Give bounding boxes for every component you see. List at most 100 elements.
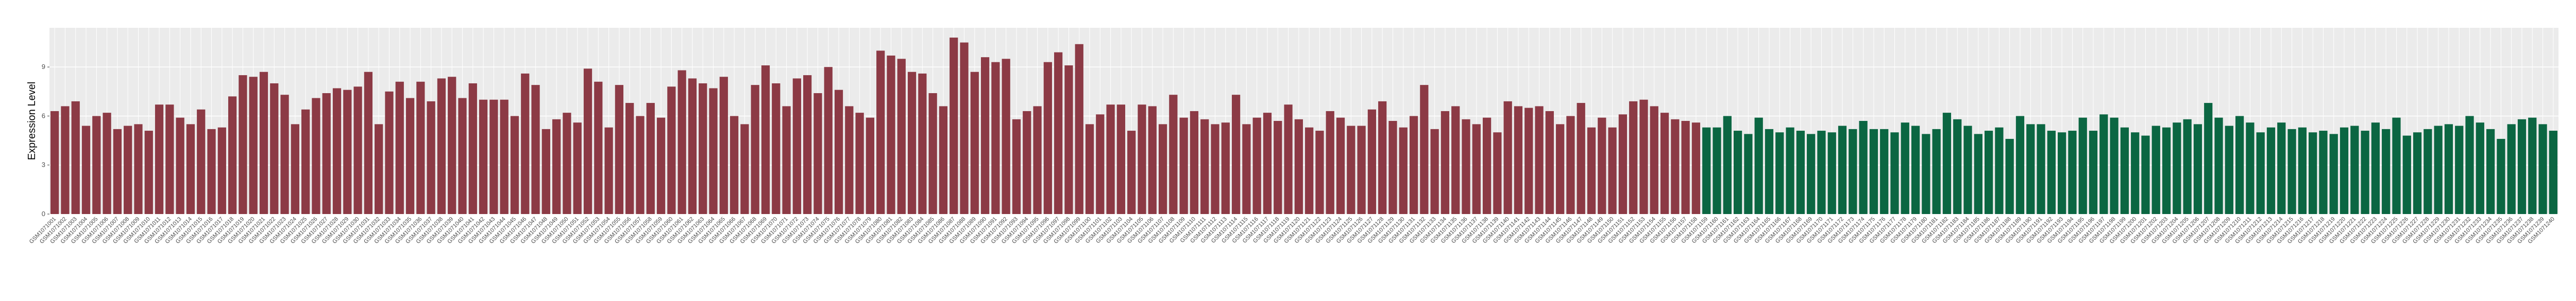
bar (1744, 134, 1753, 214)
bar (2287, 129, 2296, 214)
bar (1723, 116, 1732, 214)
bar (416, 81, 425, 214)
bar (907, 72, 917, 214)
bar (803, 75, 812, 215)
bar (2235, 116, 2244, 214)
bar (1336, 117, 1345, 214)
bar (395, 81, 404, 214)
bar (1524, 108, 1533, 214)
bar (2309, 132, 2317, 214)
bar (134, 124, 143, 214)
bar (2099, 114, 2108, 214)
bar (719, 77, 728, 214)
bar (1995, 127, 2004, 214)
bar (751, 85, 759, 214)
bar (1357, 126, 1366, 214)
bar (1556, 124, 1565, 214)
bar (1911, 126, 1920, 214)
bar (2162, 127, 2171, 214)
y-tick-label: 6 (42, 112, 45, 119)
y-tick-label: 9 (42, 63, 45, 70)
bar (2256, 132, 2265, 214)
bar (71, 101, 80, 214)
bar (500, 99, 509, 214)
bar (1817, 131, 1826, 214)
bar (2455, 126, 2464, 214)
bar (740, 124, 749, 214)
bar (2413, 132, 2422, 214)
bar (144, 131, 153, 214)
bar (2058, 132, 2066, 214)
bar (2005, 138, 2014, 214)
bar (2193, 124, 2202, 214)
bar (239, 75, 247, 215)
bar (113, 129, 122, 214)
bar (1305, 127, 1314, 214)
bar (824, 67, 833, 215)
bar (2319, 131, 2328, 214)
bar (1890, 132, 1899, 214)
bar (939, 106, 948, 214)
bar (2037, 124, 2045, 214)
bar (1807, 134, 1816, 214)
bar (1430, 129, 1439, 214)
bar (2266, 127, 2276, 214)
bar (479, 99, 488, 214)
bar (1545, 111, 1554, 214)
bar (1294, 119, 1303, 214)
bar (2392, 117, 2401, 214)
bar (2214, 117, 2223, 214)
y-axis-label: Expression Level (26, 82, 38, 160)
bar (468, 83, 477, 214)
bar (866, 117, 875, 214)
bar (50, 111, 59, 214)
bar (1472, 124, 1481, 214)
bar (1754, 117, 1763, 214)
bar (2298, 127, 2307, 214)
bar (1618, 114, 1628, 214)
bar (2015, 116, 2025, 214)
bar (2340, 127, 2349, 214)
bar (1880, 129, 1889, 214)
bar (124, 126, 132, 214)
bar (1231, 95, 1241, 214)
bar (1598, 117, 1606, 214)
bar (448, 77, 456, 214)
bar (2382, 129, 2391, 214)
bar (761, 65, 770, 214)
bar (1681, 121, 1690, 214)
bar (1650, 106, 1658, 214)
bar (217, 127, 226, 214)
bar (61, 106, 70, 214)
bar (2151, 126, 2160, 214)
bar (991, 62, 1000, 215)
bar (1211, 124, 1219, 214)
bar (2507, 124, 2516, 214)
bar (207, 129, 216, 214)
bar (270, 83, 279, 214)
bar (353, 86, 362, 214)
panel (49, 28, 2558, 214)
bar (2110, 117, 2119, 214)
bar (2120, 127, 2129, 214)
bar (176, 117, 184, 214)
bar (1127, 131, 1136, 214)
bar (1974, 134, 1982, 214)
bar (1691, 122, 1701, 214)
bar (1838, 126, 1847, 214)
bar (688, 78, 697, 214)
bar (541, 129, 550, 214)
bar (1514, 106, 1523, 214)
bar (2329, 134, 2338, 214)
bar (1535, 106, 1544, 214)
bar (563, 113, 571, 214)
bar (2089, 131, 2098, 214)
bar (615, 85, 624, 214)
bar (1849, 129, 1857, 214)
bar (1440, 111, 1450, 214)
bar (249, 77, 258, 214)
bar (312, 98, 320, 214)
bar (364, 72, 373, 214)
bar (1713, 127, 1721, 214)
